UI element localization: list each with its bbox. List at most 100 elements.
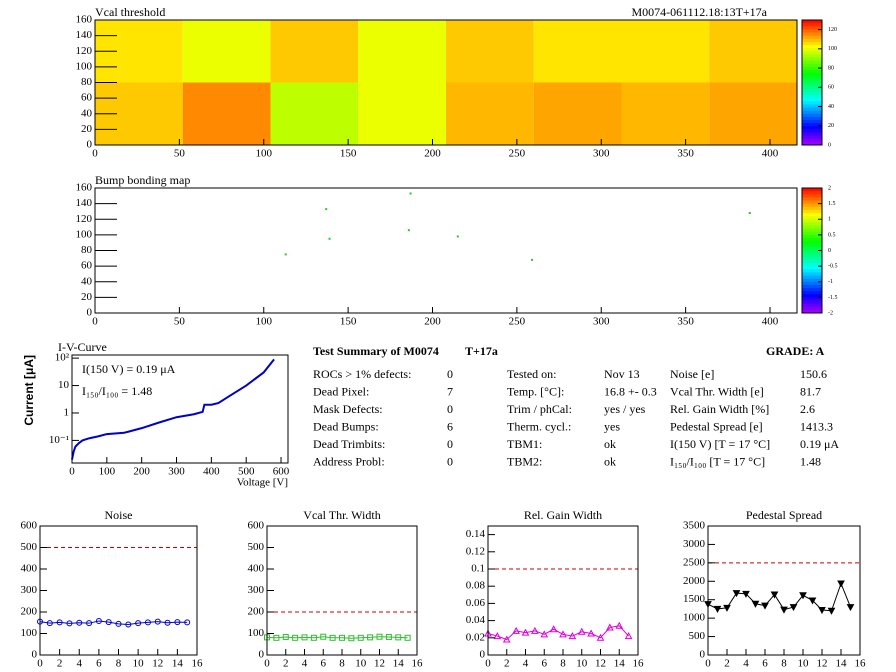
marker xyxy=(799,592,807,600)
summary-value: ok xyxy=(604,437,616,451)
x-tick-label: 400 xyxy=(203,466,220,478)
x-tick-label: 500 xyxy=(238,466,255,478)
y-tick-label: 100 xyxy=(21,627,38,639)
heatmap-cell xyxy=(358,20,446,83)
marker xyxy=(348,635,355,642)
marker xyxy=(404,634,411,641)
colorbar-step xyxy=(802,191,822,195)
x-tick-label: 16 xyxy=(855,658,867,670)
colorbar-label: 0 xyxy=(828,142,831,148)
dead-bump xyxy=(407,229,410,232)
marker xyxy=(86,620,93,627)
x-tick-label: 14 xyxy=(172,658,184,670)
y-tick-label: 400 xyxy=(21,563,38,575)
annotation: I(150 V) = 0.19 μA xyxy=(82,362,176,376)
summary-value: 81.7 xyxy=(800,384,821,398)
x-tick-label: 16 xyxy=(412,658,424,670)
colorbar-step xyxy=(802,41,822,46)
x-tick-label: 4 xyxy=(302,658,308,670)
summary-value: 6 xyxy=(447,419,453,433)
chart-title: I-V-Curve xyxy=(58,340,107,354)
colorbar-step xyxy=(802,104,822,108)
marker xyxy=(808,597,817,605)
heatmap-cell xyxy=(270,82,359,145)
x-tick-label: 400 xyxy=(762,148,779,160)
summary-label: Pedestal Spread [e] xyxy=(670,419,763,433)
chart-title: Rel. Gain Width xyxy=(524,508,602,522)
colorbar-step xyxy=(802,300,822,305)
colorbar-label: 120 xyxy=(828,27,837,33)
heatmap-cell xyxy=(446,82,534,145)
chart-2: I-V-Curve 0 100 200 300 400 500 600 10⁻¹ 1 10 10² Vo… xyxy=(22,340,290,489)
chart-title: Bump bonding map xyxy=(95,173,190,187)
colorbar-step xyxy=(802,209,822,214)
marker xyxy=(559,630,567,638)
x-tick-label: 100 xyxy=(99,466,116,478)
x-tick-label: 8 xyxy=(116,658,122,670)
y-tick-label: 400 xyxy=(248,563,265,575)
colorbar-step xyxy=(802,88,822,93)
marker xyxy=(125,621,132,628)
y-tick-label: 80 xyxy=(81,76,93,88)
colorbar-label: -1.5 xyxy=(828,295,838,301)
y-tick-label: 1000 xyxy=(683,612,706,624)
marker xyxy=(818,607,826,615)
marker xyxy=(577,627,586,635)
marker xyxy=(115,620,122,627)
y-tick-label: 0 xyxy=(87,139,93,151)
marker xyxy=(310,634,317,641)
marker xyxy=(76,619,83,626)
x-tick-label: 200 xyxy=(133,466,150,478)
marker xyxy=(164,619,171,626)
y-tick-label: 1500 xyxy=(683,593,706,605)
colorbar-step xyxy=(802,110,822,115)
marker xyxy=(144,619,151,626)
y-tick-label: 200 xyxy=(248,606,265,618)
plot-frame xyxy=(71,354,289,464)
y-tick-label: 2500 xyxy=(683,556,706,568)
chart-title: Vcal threshold xyxy=(95,5,165,19)
heatmap-cell xyxy=(709,20,797,83)
y-tick-label: 300 xyxy=(21,584,38,596)
marker xyxy=(837,580,845,588)
marker xyxy=(367,634,374,641)
x-tick-label: 50 xyxy=(174,148,186,160)
x-tick-label: 2 xyxy=(724,658,730,670)
marker xyxy=(135,620,142,627)
y-tick-label: 60 xyxy=(81,260,93,272)
y-tick-label: 500 xyxy=(248,541,265,553)
y-tick-label: 300 xyxy=(248,584,265,596)
x-tick-label: 0 xyxy=(705,658,711,670)
heatmap-cell xyxy=(621,82,710,145)
dead-bump xyxy=(284,253,287,256)
y-tick-label: 10 xyxy=(58,379,70,391)
colorbar-step xyxy=(802,54,822,58)
y-tick-label: 100 xyxy=(76,60,93,72)
y-tick-label: 200 xyxy=(21,606,38,618)
summary-label: Therm. cycl.: xyxy=(507,419,571,433)
marker xyxy=(606,623,614,631)
x-tick-label: 0 xyxy=(264,658,270,670)
x-tick-label: 2 xyxy=(283,658,289,670)
dead-bump xyxy=(325,208,328,211)
y-tick-label: 10² xyxy=(55,352,70,364)
y-tick-label: 0 xyxy=(480,649,486,661)
heatmap-cell xyxy=(446,20,534,83)
colorbar-step xyxy=(802,234,822,239)
data-line xyxy=(707,582,851,612)
colorbar-step xyxy=(802,259,822,264)
colorbar-step xyxy=(802,297,822,301)
y-tick-label: 20 xyxy=(81,123,93,135)
x-tick-label: 8 xyxy=(560,658,566,670)
summary-label: TBM2: xyxy=(507,454,542,468)
colorbar-step xyxy=(802,135,822,140)
x-tick-label: 100 xyxy=(256,148,273,160)
x-tick-label: 150 xyxy=(340,148,357,160)
y-tick-label: 0.06 xyxy=(466,597,486,609)
colorbar-step xyxy=(802,225,822,230)
colorbar-step xyxy=(802,20,822,24)
colorbar-step xyxy=(802,247,822,251)
colorbar-step xyxy=(802,253,822,258)
colorbar-step xyxy=(802,200,822,205)
summary-value: 2.6 xyxy=(800,402,815,416)
